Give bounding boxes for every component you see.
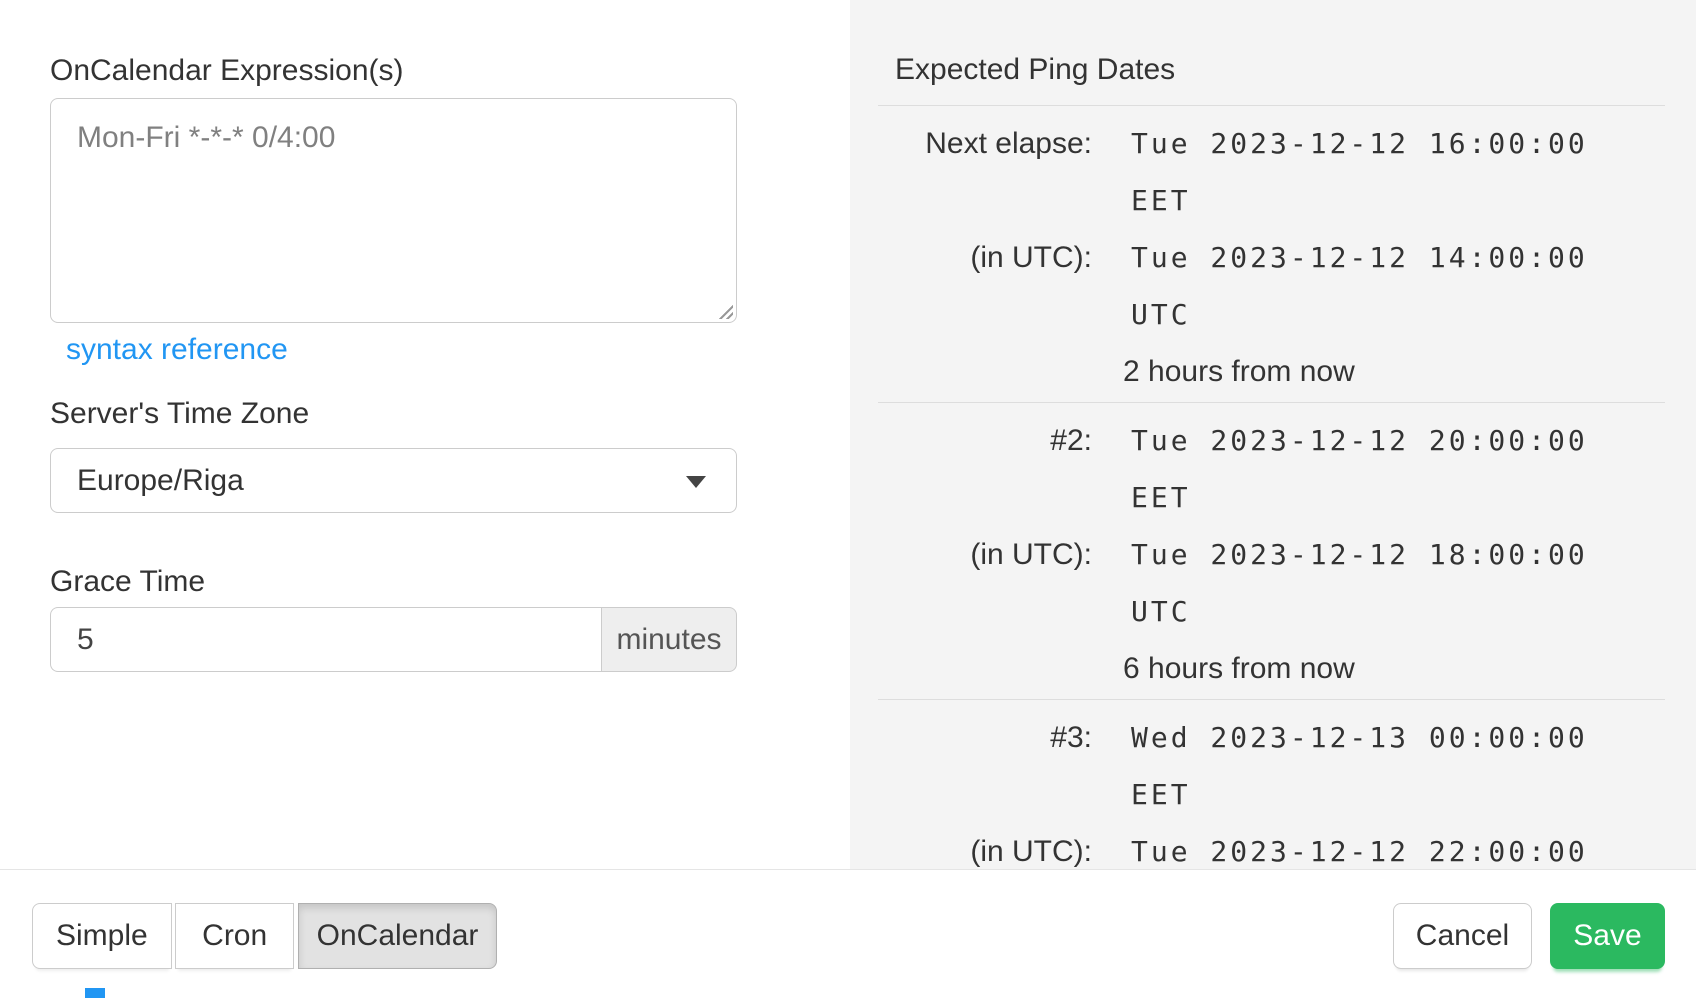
tab-cron[interactable]: Cron <box>175 903 295 969</box>
partial-background-element <box>85 988 105 998</box>
row-label: #2: <box>1050 424 1092 457</box>
table-row: #2: Tue 2023-12-12 20:00:00 EET <box>878 412 1665 526</box>
expression-label: OnCalendar Expression(s) <box>50 54 404 87</box>
ping-date-group: #2: Tue 2023-12-12 20:00:00 EET (in UTC)… <box>878 402 1665 699</box>
timezone-select[interactable]: Europe/Riga <box>50 448 737 513</box>
timezone-label: Server's Time Zone <box>50 397 310 430</box>
row-label: #3: <box>1050 721 1092 754</box>
ping-date-group: #3: Wed 2023-12-13 00:00:00 EET (in UTC)… <box>878 699 1665 996</box>
save-button[interactable]: Save <box>1550 903 1665 969</box>
row-label <box>878 343 1092 400</box>
table-row: 6 hours from now <box>878 640 1665 697</box>
dialog-footer: Simple Cron OnCalendar Cancel Save <box>0 869 1696 998</box>
expression-textarea-value: Mon-Fri *-*-* 0/4:00 <box>77 121 336 154</box>
row-datetime: Tue 2023-12-12 20:00:00 EET <box>1131 424 1588 514</box>
grace-time-input[interactable] <box>50 607 601 672</box>
table-row: 2 hours from now <box>878 343 1665 400</box>
expected-ping-dates-title: Expected Ping Dates <box>895 53 1176 86</box>
grace-time-label: Grace Time <box>50 565 206 598</box>
expression-textarea[interactable]: Mon-Fri *-*-* 0/4:00 <box>50 98 737 323</box>
ping-dates-table: Next elapse: Tue 2023-12-12 16:00:00 EET… <box>878 105 1665 998</box>
textarea-resize-handle[interactable] <box>715 301 733 319</box>
row-label: (in UTC): <box>970 241 1092 274</box>
row-label <box>878 640 1092 697</box>
grace-time-unit-addon: minutes <box>601 607 737 672</box>
grace-time-input-group: minutes <box>50 607 737 672</box>
chevron-down-icon <box>686 476 706 488</box>
row-datetime: Tue 2023-12-12 16:00:00 EET <box>1131 127 1588 217</box>
row-datetime: Wed 2023-12-13 00:00:00 EET <box>1131 721 1588 811</box>
row-relative-time: 6 hours from now <box>1123 652 1355 685</box>
table-row: (in UTC): Tue 2023-12-12 18:00:00 UTC <box>878 526 1665 640</box>
tab-simple[interactable]: Simple <box>32 903 172 969</box>
ping-date-group: Next elapse: Tue 2023-12-12 16:00:00 EET… <box>878 105 1665 402</box>
row-label: Next elapse: <box>925 127 1092 160</box>
schedule-mode-button-group: Simple Cron OnCalendar <box>32 903 498 969</box>
tab-oncalendar[interactable]: OnCalendar <box>297 903 498 969</box>
syntax-reference-link[interactable]: syntax reference <box>66 333 288 366</box>
table-row: (in UTC): Tue 2023-12-12 14:00:00 UTC <box>878 229 1665 343</box>
row-datetime: Tue 2023-12-12 18:00:00 UTC <box>1131 538 1588 628</box>
cancel-button[interactable]: Cancel <box>1393 903 1532 969</box>
row-datetime: Tue 2023-12-12 14:00:00 UTC <box>1131 241 1588 331</box>
table-row: Next elapse: Tue 2023-12-12 16:00:00 EET <box>878 115 1665 229</box>
expected-ping-dates-panel: Expected Ping Dates Next elapse: Tue 202… <box>850 0 1696 997</box>
row-label: (in UTC): <box>970 538 1092 571</box>
row-label: (in UTC): <box>970 835 1092 868</box>
table-row: #3: Wed 2023-12-13 00:00:00 EET <box>878 709 1665 823</box>
row-relative-time: 2 hours from now <box>1123 355 1355 388</box>
schedule-form: OnCalendar Expression(s) Mon-Fri *-*-* 0… <box>50 0 737 672</box>
timezone-select-value: Europe/Riga <box>77 464 244 497</box>
